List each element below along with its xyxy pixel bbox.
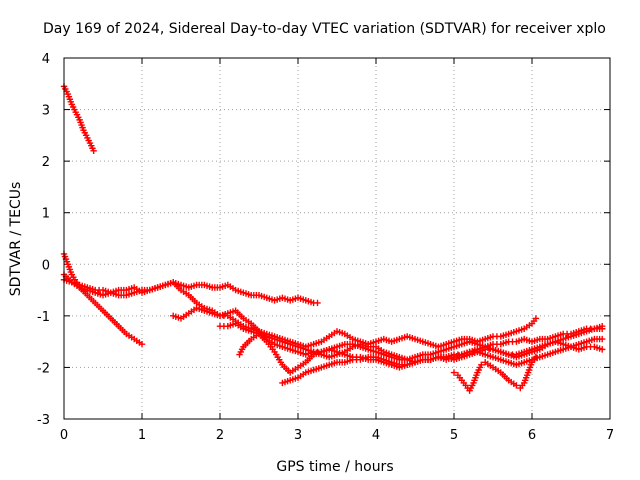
data-point [90, 147, 97, 155]
x-tick-label: 3 [294, 428, 302, 443]
data-point [450, 369, 458, 376]
data-points [60, 83, 606, 394]
data-point [599, 346, 606, 353]
y-tick-label: 1 [42, 207, 50, 222]
gridlines [64, 58, 610, 419]
y-tick-label: 0 [42, 258, 50, 273]
axis-ticks: 0 1 2 3 4 5 6 7 -3 -2 -1 0 1 2 3 4 [37, 52, 614, 443]
data-point [478, 361, 485, 369]
data-point [599, 335, 606, 343]
chart-title: Day 169 of 2024, Sidereal Day-to-day VTE… [43, 21, 606, 37]
y-tick-label: 2 [42, 155, 50, 170]
data-point [513, 382, 520, 389]
y-tick-label: 3 [42, 104, 50, 119]
data-point [532, 315, 540, 322]
data-point [532, 353, 540, 361]
x-axis-label: GPS time / hours [276, 459, 393, 475]
y-tick-label: -3 [37, 413, 50, 428]
x-tick-label: 6 [528, 428, 536, 443]
x-tick-label: 7 [606, 428, 614, 443]
series-track-9 [450, 353, 540, 394]
x-tick-label: 5 [450, 428, 458, 443]
y-axis-label: SDTVAR / TECUs [8, 182, 24, 297]
plot-frame [63, 57, 611, 420]
y-tick-label: -1 [37, 310, 50, 325]
x-tick-label: 1 [138, 428, 146, 443]
x-tick-label: 0 [60, 428, 68, 443]
x-tick-label: 2 [216, 428, 224, 443]
y-tick-label: 4 [42, 52, 50, 67]
data-point [314, 299, 321, 307]
x-tick-label: 4 [372, 428, 380, 443]
data-point [138, 341, 146, 348]
y-tick-label: -2 [37, 361, 50, 376]
series-track-8 [279, 335, 606, 387]
data-point [599, 325, 606, 332]
